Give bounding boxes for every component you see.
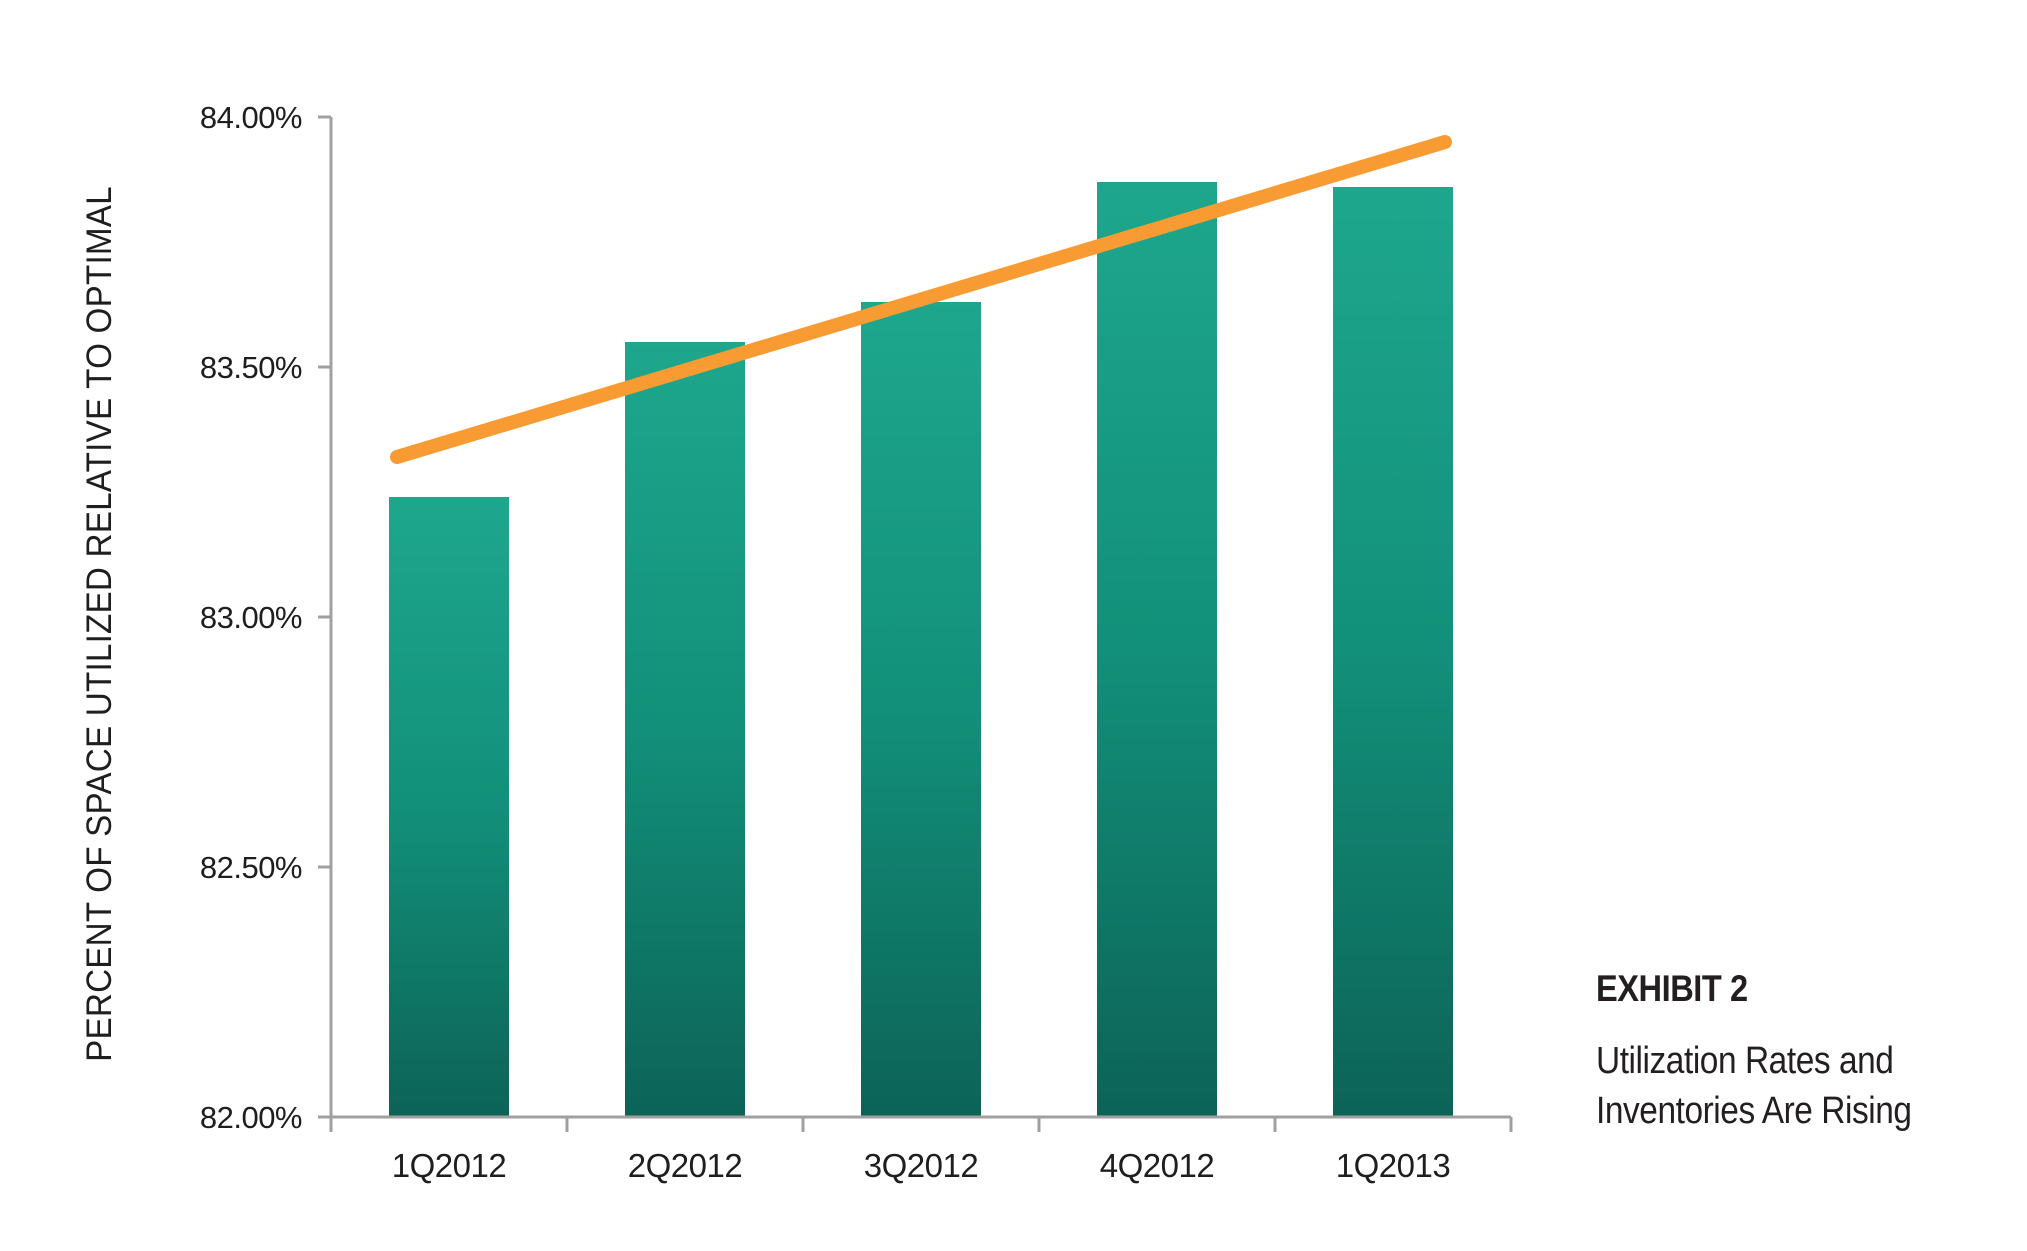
y-tick-label: 82.50%	[200, 850, 302, 885]
y-tick-label: 83.50%	[200, 350, 302, 385]
x-tick-label: 2Q2012	[628, 1147, 742, 1184]
bar-2Q2012	[625, 342, 745, 1117]
bar-4Q2012	[1097, 182, 1217, 1117]
trend-line	[390, 135, 1452, 464]
x-tick-label: 4Q2012	[1100, 1147, 1214, 1184]
bar-1Q2013	[1333, 187, 1453, 1117]
y-tick-label: 82.00%	[200, 1100, 302, 1135]
bar-3Q2012	[861, 302, 981, 1117]
exhibit-label: EXHIBIT 2	[1596, 968, 1748, 1009]
y-tick-label: 84.00%	[200, 100, 302, 135]
bar-1Q2012	[389, 497, 509, 1117]
exhibit-caption: EXHIBIT 2 Utilization Rates and Inventor…	[1596, 968, 1912, 1136]
exhibit-title: Utilization Rates and Inventories Are Ri…	[1596, 1036, 1912, 1136]
x-tick-label: 1Q2013	[1336, 1147, 1450, 1184]
exhibit-title-line1: Utilization Rates and	[1596, 1040, 1894, 1082]
exhibit-title-line2: Inventories Are Rising	[1596, 1090, 1912, 1132]
x-tick-label: 3Q2012	[864, 1147, 978, 1184]
y-tick-label: 83.00%	[200, 600, 302, 635]
x-tick-label: 1Q2012	[392, 1147, 506, 1184]
